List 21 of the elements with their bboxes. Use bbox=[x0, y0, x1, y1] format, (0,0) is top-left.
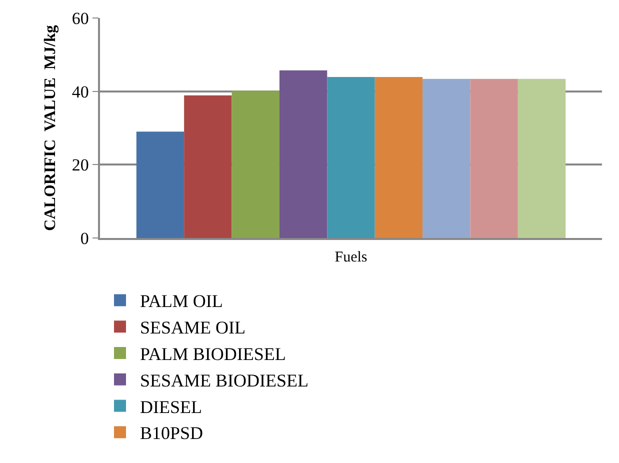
bar bbox=[518, 78, 566, 238]
bar bbox=[232, 90, 280, 238]
legend-label: B10PSD bbox=[140, 423, 204, 444]
bar bbox=[470, 78, 518, 238]
legend-label: DIESEL bbox=[140, 396, 202, 417]
bar bbox=[374, 77, 423, 238]
bar bbox=[279, 70, 328, 238]
bar bbox=[422, 78, 470, 238]
x-axis-title: Fuels bbox=[334, 249, 368, 266]
bar bbox=[184, 95, 232, 238]
y-axis-title: CALORIFIC VALUE MJ/kg bbox=[42, 25, 60, 231]
y-tick-label: 0 bbox=[80, 228, 89, 248]
bar bbox=[327, 77, 375, 238]
y-tick-label: 20 bbox=[72, 156, 89, 175]
y-tick-label: 40 bbox=[72, 82, 89, 102]
legend-label: SESAME BIODIESEL bbox=[140, 370, 309, 390]
legend-label: SESAME OIL bbox=[140, 318, 246, 338]
bar bbox=[136, 132, 184, 238]
y-tick-label: 60 bbox=[72, 8, 89, 28]
legend-label: PALM BIODIESEL bbox=[140, 344, 286, 364]
legend-label: PALM OIL bbox=[140, 291, 223, 312]
